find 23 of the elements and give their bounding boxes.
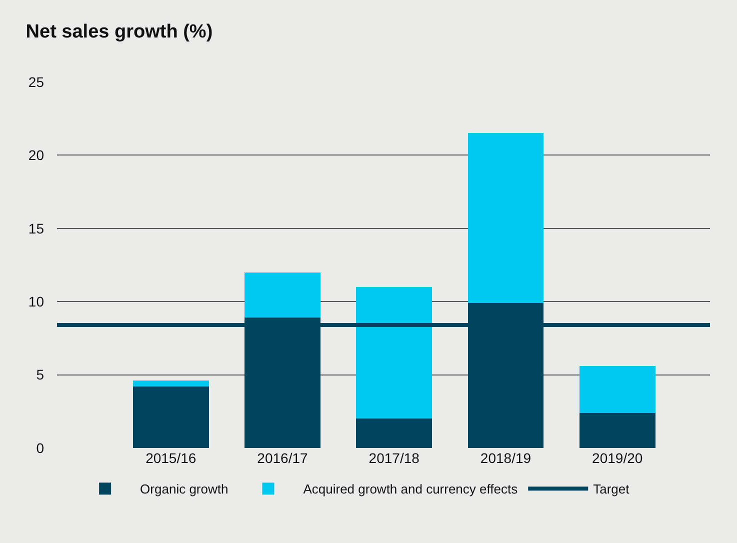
y-tick-label: 15 (28, 220, 44, 236)
legend-label: Acquired growth and currency effects (303, 482, 518, 497)
bar (579, 366, 656, 413)
bar (468, 133, 544, 304)
y-tick-label: 5 (36, 366, 44, 383)
bar (356, 286, 432, 419)
y-tick-label: 20 (28, 147, 44, 164)
bar (579, 412, 656, 448)
x-tick-label: 2016/17 (257, 450, 308, 466)
y-tick-label: 0 (36, 440, 44, 456)
chart-title: Net sales growth (%) (26, 22, 213, 43)
bar (132, 386, 209, 448)
x-tick-label: 2019/20 (592, 450, 643, 466)
x-tick-label: 2015/16 (146, 450, 196, 466)
bar (356, 418, 432, 448)
legend-label: Organic growth (140, 482, 228, 497)
x-tick-label: 2018/19 (480, 450, 532, 466)
y-tick-label: 10 (28, 294, 44, 310)
legend-label: Target (593, 482, 630, 497)
bar (244, 272, 320, 318)
y-tick-label: 25 (28, 74, 44, 90)
bar (132, 380, 209, 387)
x-tick-label: 2017/18 (368, 450, 420, 466)
